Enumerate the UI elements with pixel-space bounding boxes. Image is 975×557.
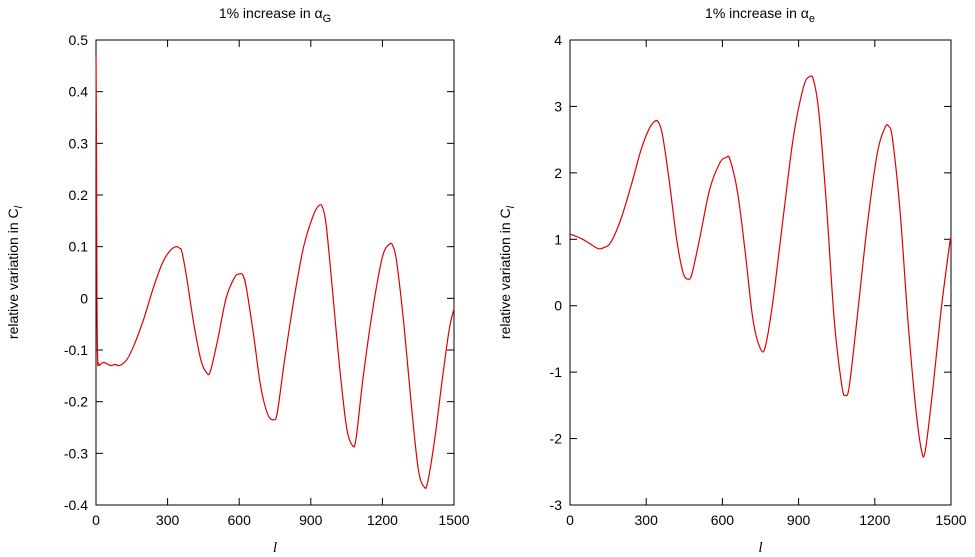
- chart-alpha-g: -0.4 -0.3 -0.2 -0.1 0 0.1 0.2 0.3 0.4 0.5 0 300 600 9…: [5, 5, 470, 556]
- y-axis-label: relative variation in Cl: [5, 205, 25, 339]
- y-tick-label: -0.2: [64, 394, 88, 410]
- x-tick-label: 600: [711, 512, 735, 528]
- chart-alpha-e: -3 -2 -1 0 1 2 3 4 0 300 600 900 1200 1500 1% increase…: [497, 5, 967, 556]
- y-tick-label: 0.4: [69, 84, 89, 100]
- plot-frame: [569, 39, 952, 506]
- y-tick-label: 2: [554, 165, 562, 181]
- y-tick-label: -0.3: [64, 445, 88, 461]
- y-tick-label: 1: [554, 231, 562, 247]
- y-tick-label: 0.3: [69, 135, 89, 151]
- x-tick-label: 900: [787, 512, 811, 528]
- x-tick-label: 300: [156, 512, 180, 528]
- x-tick-label: 1200: [859, 512, 890, 528]
- x-tick-label: 1500: [935, 512, 966, 528]
- series-line: [95, 55, 455, 489]
- y-tick-label: 0.5: [69, 32, 89, 48]
- x-tick-label: 900: [299, 512, 323, 528]
- x-tick-label: 300: [635, 512, 659, 528]
- y-tick-label: 4: [554, 32, 562, 48]
- x-tick-label: 0: [92, 512, 100, 528]
- y-axis-label: relative variation in Cl: [497, 205, 517, 339]
- y-tick-label: -3: [550, 497, 563, 513]
- x-tick-label: 600: [228, 512, 252, 528]
- y-tick-label: 0.1: [69, 239, 89, 255]
- series-line: [569, 75, 952, 458]
- y-tick-label: 0.2: [69, 187, 89, 203]
- plot-frame: [95, 39, 455, 506]
- y-tick-label: 0: [80, 290, 88, 306]
- chart-title: 1% increase in αG: [219, 5, 331, 25]
- y-tick-label: 0: [554, 298, 562, 314]
- y-tick-label: 3: [554, 98, 562, 114]
- y-tick-label: -0.1: [64, 342, 88, 358]
- x-tick-label: 1500: [438, 512, 469, 528]
- y-tick-label: -0.4: [64, 497, 88, 513]
- x-axis-label: l: [758, 540, 762, 556]
- y-tick-label: -1: [550, 364, 563, 380]
- chart-title: 1% increase in αe: [705, 5, 815, 25]
- y-tick-label: -2: [550, 431, 563, 447]
- x-tick-label: 0: [566, 512, 574, 528]
- x-axis-label: l: [273, 540, 277, 556]
- x-tick-label: 1200: [367, 512, 398, 528]
